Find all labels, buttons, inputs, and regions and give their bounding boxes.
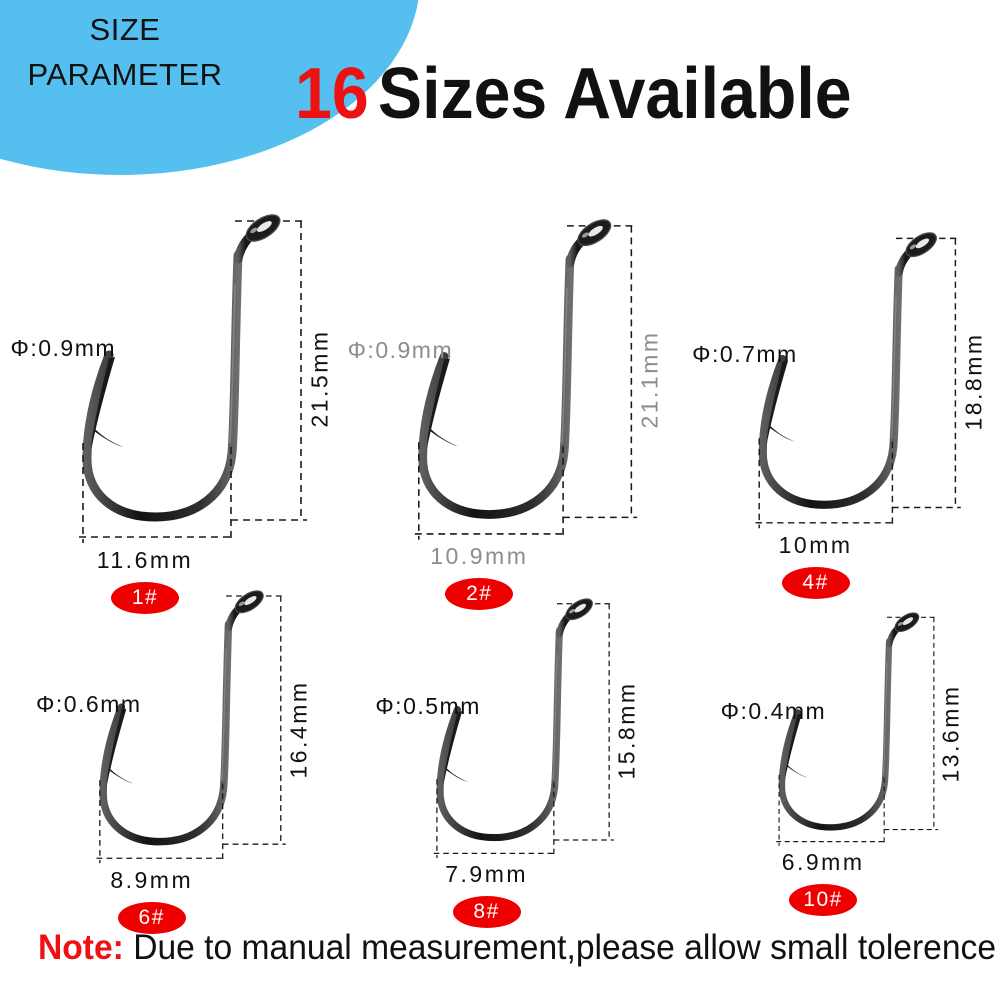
hook-diameter-label: Φ:0.4mm [720, 698, 827, 725]
hook-illustration [716, 232, 986, 530]
hook-height-label: 21.5mm [306, 329, 332, 428]
hook-height-label: 21.1mm [636, 330, 663, 429]
hook-diameter-label: Φ:0.5mm [375, 693, 481, 720]
hook-drawing: Φ:0.9mm 21.1mm 10.9mm 2# [333, 175, 666, 611]
hook-size-badge[interactable]: 10# [789, 883, 858, 916]
hook-drawing: Φ:0.5mm 15.8mm 7.9mm 8# [333, 543, 666, 928]
tolerance-note: Note: Due to manual measurement,please a… [38, 928, 996, 968]
hook-size-badge[interactable]: 6# [117, 901, 186, 934]
note-label: Note: [38, 928, 124, 967]
title-text: Sizes Available [377, 54, 852, 134]
hook-drawing: Φ:0.9mm 21.5mm 11.6mm 1# [0, 175, 335, 614]
hook-size-badge[interactable]: 1# [111, 582, 179, 614]
hook-drawing: Φ:0.7mm 18.8mm 10mm 4# [667, 175, 1000, 599]
hook-size-badge[interactable]: 8# [452, 895, 521, 928]
hook-drawing: Φ:0.6mm 16.4mm 8.9mm 6# [0, 543, 333, 934]
hook-width-label: 10mm [778, 531, 853, 558]
banner-line-2: PARAMETER [27, 56, 223, 92]
hook-size-badge[interactable]: 2# [445, 578, 514, 611]
title-count: 16 [295, 54, 369, 134]
hook-width-label: 11.6mm [96, 547, 194, 573]
hook-width-label: 6.9mm [781, 848, 865, 875]
hook-width-label: 8.9mm [110, 866, 194, 893]
hook-spec-4: Φ:0.7mm 18.8mm 10mm 4# [667, 175, 1000, 599]
hook-diameter-label: Φ:0.9mm [10, 335, 117, 361]
banner-text: SIZE PARAMETER [0, 8, 250, 98]
hook-diameter-label: Φ:0.7mm [692, 341, 798, 368]
hook-illustration [35, 214, 335, 545]
hook-spec-2: Φ:0.9mm 21.1mm 10.9mm 2# [333, 175, 666, 611]
size-parameter-banner [0, 0, 420, 175]
hook-illustration [60, 590, 309, 865]
hook-illustration [372, 218, 665, 542]
hook-height-label: 13.6mm [937, 684, 964, 783]
hook-size-badge[interactable]: 4# [781, 566, 850, 599]
hook-width-label: 7.9mm [445, 860, 529, 887]
hook-spec-10: Φ:0.4mm 13.6mm 6.9mm 10# [667, 543, 1000, 916]
page-title: 16 Sizes Available [295, 58, 852, 130]
note-body: Due to manual measurement,please allow s… [133, 928, 997, 967]
hook-spec-8: Φ:0.5mm 15.8mm 7.9mm 8# [333, 543, 666, 928]
hook-illustration [745, 612, 958, 847]
hook-spec-6: Φ:0.6mm 16.4mm 8.9mm 6# [0, 543, 333, 934]
hook-height-label: 18.8mm [960, 332, 987, 431]
hook-height-label: 15.8mm [613, 681, 640, 780]
hook-spec-1: Φ:0.9mm 21.5mm 11.6mm 1# [0, 175, 335, 614]
hook-size-grid: Φ:0.9mm 21.5mm 11.6mm 1# [0, 175, 1000, 934]
banner-line-1: SIZE [89, 12, 161, 47]
hook-drawing: Φ:0.4mm 13.6mm 6.9mm 10# [667, 543, 1000, 916]
hook-diameter-label: Φ:0.6mm [36, 690, 142, 717]
hook-height-label: 16.4mm [285, 680, 312, 779]
hook-width-label: 10.9mm [430, 543, 529, 570]
hook-diameter-label: Φ:0.9mm [347, 336, 454, 363]
hook-illustration [399, 598, 636, 860]
